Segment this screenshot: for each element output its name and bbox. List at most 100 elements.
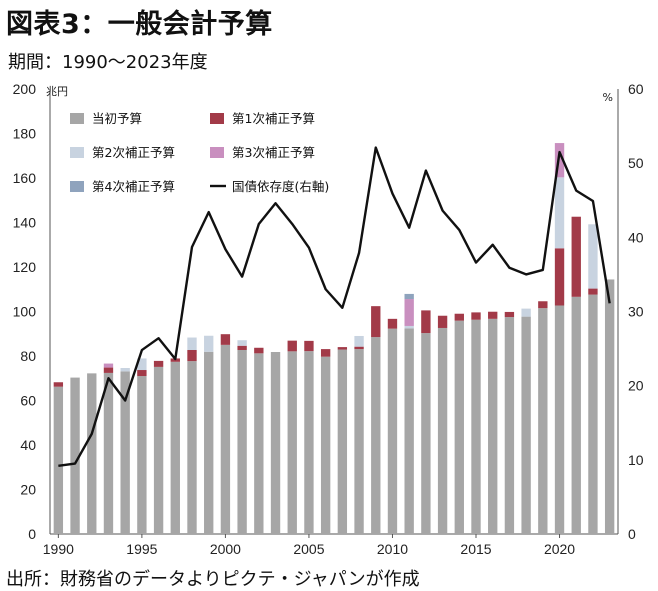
- bar-5-2011: [404, 293, 414, 300]
- bar-2-1995: [137, 370, 147, 377]
- y-left-tick-label: 160: [13, 170, 37, 186]
- y-right-tick-label: 10: [628, 452, 644, 468]
- y-right-tick-label: 0: [628, 526, 636, 542]
- bar-1-1996: [153, 366, 164, 534]
- bar-4-2011: [404, 299, 414, 326]
- legend-label-5: 第4次補正予算: [92, 179, 175, 194]
- bar-3-2008: [354, 335, 364, 347]
- legend-label-3: 第2次補正予算: [92, 145, 175, 160]
- bar-1-2017: [504, 317, 515, 534]
- bar-2-1993: [103, 367, 114, 373]
- bar-2-2007: [337, 347, 348, 350]
- bar-2-2022: [588, 288, 598, 295]
- bar-2-2021: [571, 216, 581, 297]
- bar-1-2005: [304, 351, 314, 534]
- y-right-tick-label: 40: [628, 229, 644, 245]
- bar-3-1998: [187, 337, 197, 350]
- bar-1-2015: [471, 319, 481, 534]
- bar-3-2001: [237, 340, 247, 346]
- bar-1-2018: [521, 316, 531, 534]
- y-left-tick-label: 0: [28, 526, 36, 542]
- bar-1-1994: [120, 371, 130, 534]
- x-tick-label: 2010: [377, 541, 408, 557]
- legend-swatch-2: [210, 113, 224, 124]
- y-left-tick-label: 180: [13, 126, 37, 142]
- legend-label-1: 当初予算: [92, 111, 142, 126]
- bar-2-2020: [554, 248, 565, 306]
- bar-2-2019: [538, 301, 548, 309]
- legend-swatch-5: [70, 181, 84, 192]
- bar-2-1996: [153, 360, 164, 367]
- x-tick-label: 2000: [210, 541, 241, 557]
- legend-label-6: 国債依存度(右軸): [232, 179, 329, 194]
- bar-1-2009: [371, 337, 381, 534]
- bar-1-2000: [220, 344, 231, 535]
- y-left-tick-label: 100: [13, 304, 37, 320]
- bar-1-1995: [137, 376, 147, 534]
- chart-title: 図表3：一般会計予算: [6, 9, 273, 40]
- y-left-tick-label: 80: [20, 348, 36, 364]
- y-right-tick-label: 60: [628, 81, 644, 97]
- bar-1-1993: [103, 372, 114, 534]
- bar-1-2004: [287, 351, 297, 534]
- bar-1-2013: [437, 327, 448, 534]
- bar-3-1994: [120, 368, 130, 372]
- bar-1-2002: [254, 353, 264, 534]
- bar-2-2004: [287, 340, 297, 352]
- bar-1-2021: [571, 296, 581, 534]
- bar-1-1997: [170, 361, 180, 534]
- bar-3-1995: [137, 358, 147, 371]
- bar-3-2018: [521, 308, 531, 317]
- bar-1-1992: [87, 373, 97, 534]
- bar-2-1990: [53, 382, 64, 387]
- y-right-tick-label: 30: [628, 304, 644, 320]
- bar-1-2020: [554, 305, 565, 534]
- bar-1-2008: [354, 349, 364, 534]
- bar-2-1998: [187, 349, 197, 362]
- legend-swatch-3: [70, 147, 84, 158]
- bar-2-2015: [471, 312, 481, 320]
- bar-1-1998: [187, 361, 197, 534]
- bar-1-2007: [337, 349, 348, 534]
- bar-2-2000: [220, 334, 231, 345]
- bar-1-2011: [404, 328, 414, 534]
- bar-3-2020: [554, 177, 565, 249]
- y-right-tick-label: 50: [628, 155, 644, 171]
- chart-subtitle: 期間：1990～2023年度: [8, 52, 208, 73]
- bar-1-2006: [320, 356, 331, 534]
- bar-1-2003: [270, 352, 281, 534]
- bar-1-2019: [538, 308, 548, 534]
- bar-3-2011: [404, 325, 414, 329]
- y-left-tick-label: 140: [13, 215, 37, 231]
- bar-2-2001: [237, 345, 247, 350]
- y-right-tick-label: 20: [628, 378, 644, 394]
- source-note: 出所：財務省のデータよりピクテ・ジャパンが作成: [6, 569, 420, 590]
- bar-2-2014: [454, 313, 464, 321]
- bar-1-2010: [387, 328, 398, 534]
- y-left-tick-label: 120: [13, 259, 37, 275]
- line-bond-dependency: [58, 146, 611, 467]
- legend-label-4: 第3次補正予算: [232, 145, 315, 160]
- bar-1-2023: [604, 279, 615, 534]
- bar-2-2010: [387, 318, 398, 329]
- legend-swatch-1: [70, 113, 84, 124]
- y-left-tick-label: 200: [13, 81, 37, 97]
- bar-2-2012: [421, 310, 431, 334]
- legend-label-2: 第1次補正予算: [232, 111, 315, 126]
- bar-1-1999: [204, 351, 214, 534]
- bar-2-2016: [488, 311, 498, 319]
- y-left-tick-label: 20: [20, 482, 36, 498]
- y-left-tick-label: 60: [20, 393, 36, 409]
- bar-1-2012: [421, 333, 431, 534]
- bar-3-1999: [204, 335, 214, 352]
- x-tick-label: 1995: [126, 541, 157, 557]
- bar-1-2001: [237, 349, 247, 534]
- y-left-tick-label: 40: [20, 437, 36, 453]
- x-tick-label: 1990: [43, 541, 74, 557]
- bar-1-2016: [488, 318, 498, 534]
- bar-2-2013: [437, 315, 448, 328]
- x-tick-label: 2020: [544, 541, 575, 557]
- bar-2-2002: [254, 347, 264, 354]
- bar-1-2022: [588, 294, 598, 534]
